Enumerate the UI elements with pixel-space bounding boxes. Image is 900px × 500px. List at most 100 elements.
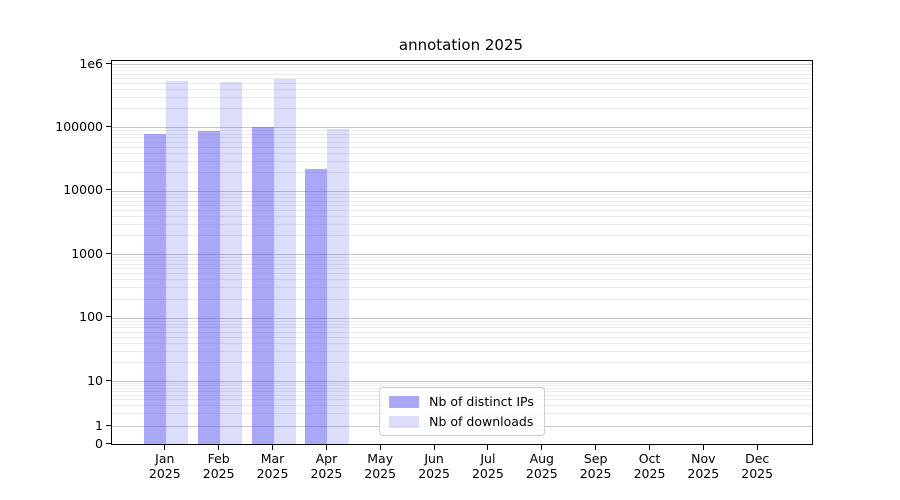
x-tick-mark [541,444,543,450]
gridline-minor [112,141,812,143]
gridline-minor [112,327,812,329]
gridline-minor [112,320,812,322]
y-tick-mark [106,252,111,254]
gridline-minor [112,224,812,225]
x-tick-mark [218,444,220,450]
x-tick-year: 2025 [471,465,504,481]
gridline-minor [112,264,812,265]
x-tick-mark [756,444,758,450]
x-tick-month: Dec [745,451,770,466]
x-tick-label-jul: Jul 2025 [453,451,523,481]
gridline-minor [112,268,812,270]
gridline-minor [112,146,812,148]
gridline-major [112,64,812,65]
gridline-minor [112,200,812,202]
gridline-major [112,127,812,129]
gridline-minor [112,193,812,195]
x-tick-year: 2025 [256,465,289,481]
y-tick-label: 10 [87,372,103,388]
bar-nb-of-distinct-ips-feb-2025 [197,131,220,444]
gridline-minor [112,204,812,206]
gridline-minor [112,97,812,99]
gridline-minor [112,73,812,75]
x-tick-mark [648,444,651,450]
gridline-minor [112,216,812,217]
x-tick-year: 2025 [364,465,397,481]
bar-nb-of-distinct-ips-jan-2025 [143,133,166,444]
y-tick-label: 1000 [71,245,103,261]
y-tick-mark [106,424,111,426]
y-tick-mark [106,316,111,318]
gridline-minor [112,89,812,91]
legend: Nb of distinct IPs Nb of downloads [379,387,545,436]
x-tick-month: Nov [691,451,716,466]
plot-area: Nb of distinct IPs Nb of downloads [111,60,813,445]
gridline-minor [112,78,812,80]
x-tick-label-may: May 2025 [345,451,415,481]
bar-nb-of-downloads-feb-2025 [219,82,242,444]
y-tick-mark [106,125,111,128]
gridline-minor [112,350,812,352]
gridline-minor [112,235,812,237]
y-tick-mark [106,379,111,381]
x-tick-month: May [367,451,394,466]
gridline-minor [112,342,812,344]
gridline-minor [112,108,812,110]
legend-swatch-downloads-icon [389,415,420,428]
x-tick-year: 2025 [633,465,666,481]
x-tick-mark [271,444,274,450]
x-tick-mark [702,444,704,450]
x-tick-year: 2025 [418,465,450,481]
gridline-minor [112,196,812,198]
gridline-minor [112,66,812,68]
y-tick-mark [106,442,111,444]
y-tick-mark [106,189,111,191]
y-tick-label: 0 [95,435,103,451]
gridline-minor [112,361,812,363]
gridline-minor [112,152,812,154]
gridline-minor [112,279,812,281]
legend-label-distinct-ips: Nb of distinct IPs [429,394,534,409]
gridline-minor [112,273,812,275]
x-tick-year: 2025 [741,465,774,481]
gridline-minor [112,171,812,173]
gridline-major [112,254,812,256]
x-tick-month: Oct [638,451,661,466]
x-tick-label-sep: Sep 2025 [561,451,631,481]
x-tick-label-jun: Jun 2025 [399,451,469,481]
gridline-minor [112,133,812,135]
x-tick-month: Aug [529,451,554,466]
gridline-minor [112,137,812,139]
gridline-minor [112,160,812,162]
gridline-minor [112,130,812,132]
gridline-major [112,381,812,382]
x-tick-year: 2025 [310,465,343,481]
gridline-minor [112,336,812,338]
x-tick-label-feb: Feb 2025 [184,451,254,481]
gridline-minor [112,257,812,259]
bar-nb-of-distinct-ips-mar-2025 [251,127,274,444]
gridline-minor [112,383,812,385]
y-tick-label: 1e6 [79,55,103,71]
bar-nb-of-downloads-apr-2025 [327,128,350,444]
x-tick-year: 2025 [579,465,612,481]
x-tick-month: Jan [155,451,175,466]
gridline-minor [112,260,812,262]
x-tick-month: Apr [315,451,338,466]
y-tick-label: 100 [79,309,103,325]
legend-item-distinct-ips: Nb of distinct IPs [389,394,534,409]
x-tick-label-mar: Mar 2025 [238,451,308,481]
gridline-minor [112,209,812,211]
x-tick-mark [595,444,597,450]
x-tick-month: Jul [480,451,496,466]
legend-label-downloads: Nb of downloads [429,414,534,429]
y-tick-label: 10000 [63,182,103,198]
x-tick-mark [379,444,381,450]
gridline-minor [112,287,812,289]
x-tick-mark [433,444,435,450]
bar-nb-of-downloads-jan-2025 [165,80,188,444]
x-tick-label-jan: Jan 2025 [130,451,200,481]
x-tick-mark [325,444,327,450]
x-tick-year: 2025 [202,465,235,481]
